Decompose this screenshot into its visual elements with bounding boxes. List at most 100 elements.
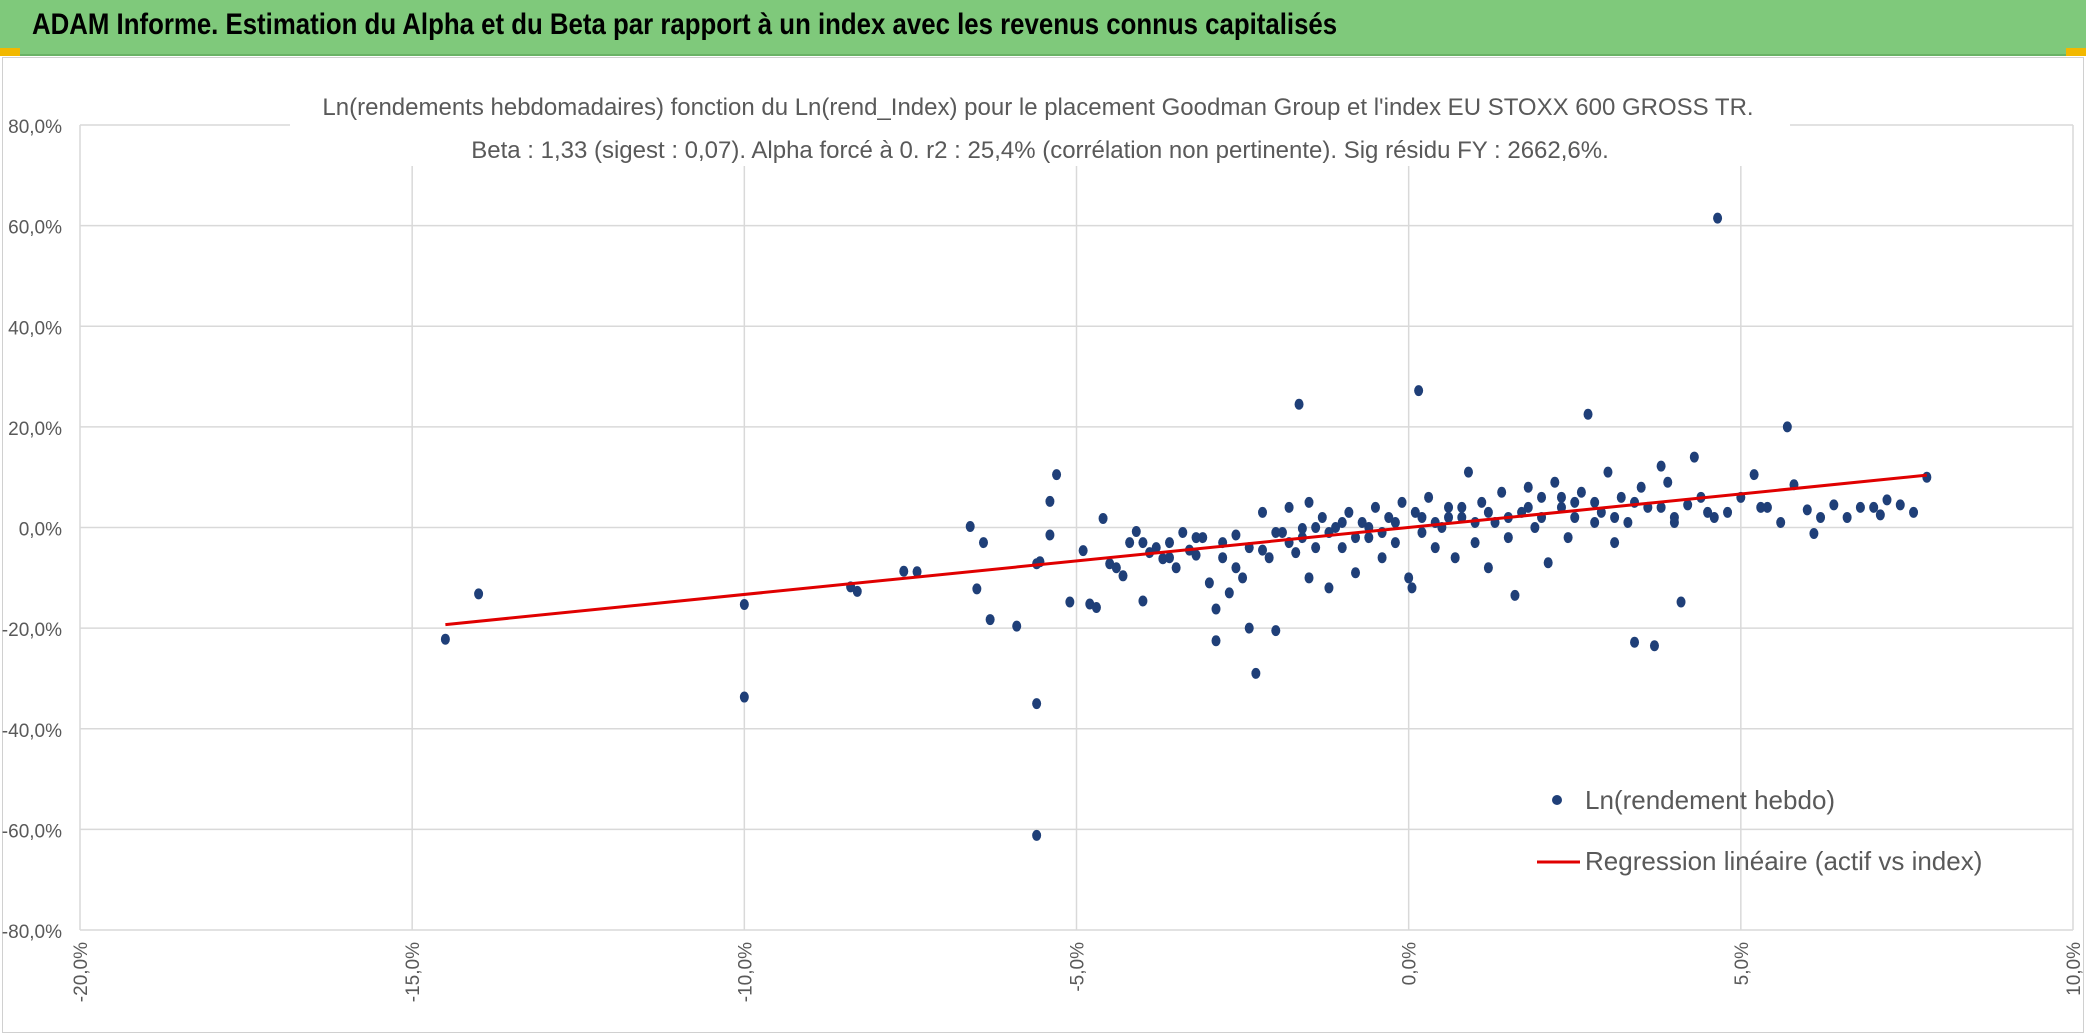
data-point (1091, 601, 1101, 613)
data-point (1397, 496, 1407, 508)
data-point (1311, 522, 1321, 533)
data-point (1636, 481, 1646, 493)
data-point (1351, 532, 1361, 544)
data-point (1191, 532, 1201, 544)
data-point (1384, 511, 1394, 523)
data-point (1424, 491, 1434, 503)
data-point (1218, 552, 1228, 564)
data-point (1457, 501, 1467, 513)
data-point (1045, 495, 1055, 507)
data-point (1271, 625, 1281, 637)
data-point (1676, 596, 1686, 608)
grid-lines (79, 124, 2074, 931)
data-point (1231, 529, 1241, 541)
data-point (1078, 545, 1088, 557)
data-point (1390, 516, 1400, 528)
data-point (1138, 537, 1148, 549)
data-point (1171, 562, 1181, 574)
data-point (1198, 532, 1208, 544)
data-point (1842, 511, 1852, 523)
data-point (1663, 476, 1673, 488)
data-point (1304, 572, 1314, 584)
y-tick-label: 40,0% (8, 318, 62, 339)
x-tick-label: -10,0% (735, 942, 756, 1002)
x-axis-tick-labels: -20,0% -15,0% -10,0% -5,0% 0,0% 5,0% 10,0% (71, 942, 2085, 1002)
data-point (1294, 398, 1304, 410)
data-point (1331, 522, 1341, 533)
data-point (1829, 499, 1839, 511)
data-point (1709, 511, 1719, 523)
data-point (1649, 640, 1659, 652)
corner-marker-top-right (2066, 48, 2086, 56)
data-point (978, 537, 988, 549)
data-point (1669, 516, 1679, 528)
data-point (1052, 469, 1062, 481)
data-point (1703, 506, 1713, 518)
data-point (1683, 499, 1693, 511)
data-point (1324, 582, 1334, 594)
data-point (1337, 542, 1347, 554)
legend-label-points: Ln(rendement hebdo) (1585, 785, 1835, 815)
chart-title-background (290, 88, 1790, 166)
x-tick-label: 5,0% (1732, 942, 1753, 985)
y-axis-tick-labels: 80,0% 60,0% 40,0% 20,0% 0,0% -20,0% -40,0% -60,… (2, 117, 62, 943)
data-point (912, 566, 922, 578)
legend-label-regression: Regression linéaire (actif vs index) (1585, 846, 1982, 876)
data-point (1523, 501, 1533, 513)
regression-line-group (445, 473, 1927, 627)
data-point (1165, 537, 1175, 549)
data-point (1816, 511, 1826, 523)
data-point (1882, 494, 1892, 506)
y-tick-label: 20,0% (8, 419, 62, 440)
data-point (1045, 529, 1055, 541)
data-point (1444, 511, 1454, 523)
data-point (1244, 622, 1254, 634)
data-point (1065, 596, 1075, 608)
x-tick-label: 0,0% (1400, 942, 1421, 985)
data-point (1111, 562, 1121, 574)
y-tick-label: 60,0% (8, 218, 62, 239)
data-point (1922, 471, 1932, 483)
data-point (1762, 501, 1772, 513)
data-point (1118, 570, 1128, 582)
data-point (1563, 532, 1573, 544)
data-point (1231, 562, 1241, 574)
data-point (1590, 496, 1600, 508)
data-point (1869, 501, 1879, 513)
data-point (1224, 587, 1234, 599)
data-point (1370, 501, 1380, 513)
data-point (1377, 552, 1387, 564)
data-point (1364, 532, 1374, 544)
data-point (1463, 466, 1473, 478)
legend: Ln(rendement hebdo) Regression linéaire … (1537, 785, 1982, 876)
data-point (1749, 469, 1759, 481)
data-point (1616, 491, 1626, 503)
chart-title: Ln(rendements hebdomadaires) fonction du… (322, 94, 1753, 121)
y-tick-label: -60,0% (2, 821, 62, 842)
data-point (1583, 408, 1593, 420)
data-point (1012, 620, 1022, 632)
data-point (1875, 509, 1885, 521)
data-point (1251, 667, 1261, 679)
data-point (1483, 562, 1493, 574)
data-point (1158, 553, 1168, 565)
data-point (1457, 511, 1467, 523)
data-point (1311, 542, 1321, 554)
data-point (440, 633, 450, 645)
data-point (1570, 496, 1580, 508)
data-point (1782, 421, 1792, 433)
data-point (1344, 506, 1354, 518)
data-point (1098, 512, 1108, 524)
data-point (1404, 572, 1414, 584)
data-point (474, 588, 484, 600)
data-point (739, 691, 749, 703)
data-point (1543, 557, 1553, 569)
data-point (1470, 537, 1480, 549)
data-point (1211, 635, 1221, 647)
data-point (1689, 451, 1699, 463)
data-point (1610, 511, 1620, 523)
data-point (1623, 516, 1633, 528)
y-tick-label: -20,0% (2, 620, 62, 641)
data-point (1417, 527, 1427, 539)
data-point (965, 520, 975, 532)
